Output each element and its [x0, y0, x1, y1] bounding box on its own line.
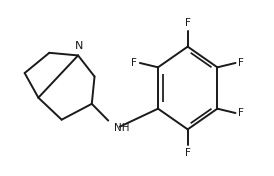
Text: F: F [185, 148, 191, 158]
Text: F: F [185, 18, 191, 28]
Text: F: F [238, 58, 244, 68]
Text: F: F [131, 58, 137, 68]
Text: F: F [238, 108, 244, 118]
Text: NH: NH [114, 123, 129, 133]
Text: N: N [75, 41, 84, 51]
